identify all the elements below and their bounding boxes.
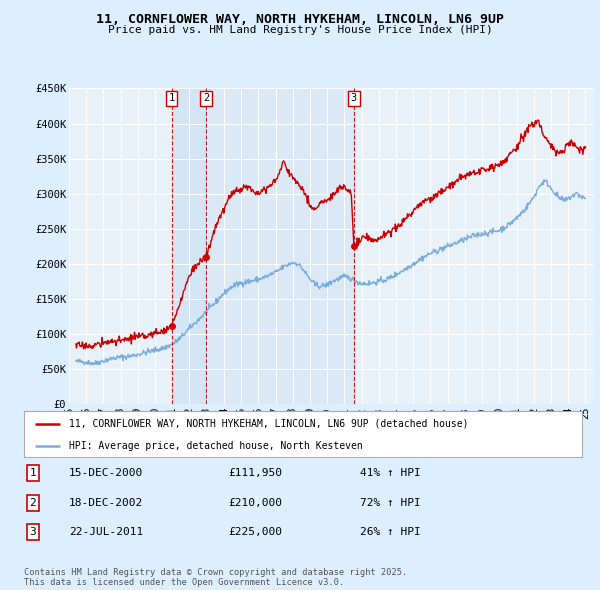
Text: 1: 1 [29,468,37,478]
Text: HPI: Average price, detached house, North Kesteven: HPI: Average price, detached house, Nort… [68,441,362,451]
Text: 3: 3 [29,527,37,537]
Bar [172,88,206,404]
Bar [206,88,354,404]
Text: 1: 1 [169,93,175,103]
Text: 2: 2 [203,93,209,103]
Text: 18-DEC-2002: 18-DEC-2002 [69,498,143,507]
Text: Contains HM Land Registry data © Crown copyright and database right 2025.
This d: Contains HM Land Registry data © Crown c… [24,568,407,587]
Text: 72% ↑ HPI: 72% ↑ HPI [360,498,421,507]
Text: 41% ↑ HPI: 41% ↑ HPI [360,468,421,478]
Text: £225,000: £225,000 [228,527,282,537]
Text: 11, CORNFLOWER WAY, NORTH HYKEHAM, LINCOLN, LN6 9UP (detached house): 11, CORNFLOWER WAY, NORTH HYKEHAM, LINCO… [68,419,468,429]
Text: 3: 3 [351,93,357,103]
Text: £111,950: £111,950 [228,468,282,478]
Text: £210,000: £210,000 [228,498,282,507]
Text: 22-JUL-2011: 22-JUL-2011 [69,527,143,537]
Text: 26% ↑ HPI: 26% ↑ HPI [360,527,421,537]
Text: Price paid vs. HM Land Registry's House Price Index (HPI): Price paid vs. HM Land Registry's House … [107,25,493,35]
Text: 11, CORNFLOWER WAY, NORTH HYKEHAM, LINCOLN, LN6 9UP: 11, CORNFLOWER WAY, NORTH HYKEHAM, LINCO… [96,13,504,26]
Text: 15-DEC-2000: 15-DEC-2000 [69,468,143,478]
Text: 2: 2 [29,498,37,507]
